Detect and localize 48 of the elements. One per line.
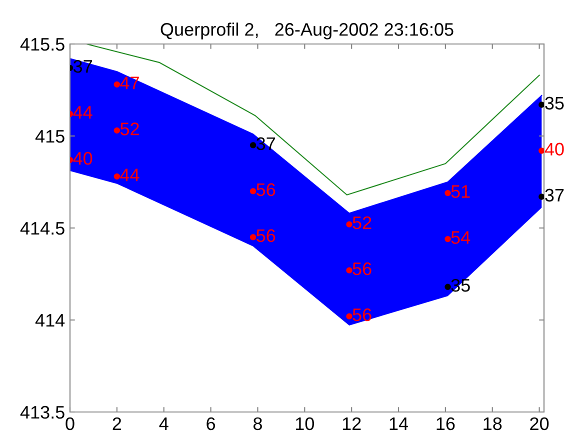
x-tick-label: 6 <box>206 417 216 430</box>
point <box>538 194 544 200</box>
annotation: 44 <box>73 106 92 119</box>
y-tick-label: 415 <box>35 130 64 143</box>
annotation: 47 <box>120 76 139 90</box>
annotation: 56 <box>256 229 276 242</box>
point <box>250 234 256 240</box>
annotation: 37 <box>545 188 564 202</box>
point <box>114 127 120 134</box>
x-tick-label: 0 <box>66 417 74 430</box>
x-tick-label: 8 <box>253 417 262 430</box>
y-tick-label: 414.5 <box>20 222 64 235</box>
point <box>346 313 352 320</box>
annotation: 44 <box>120 168 140 182</box>
y-tick-label: 414 <box>35 314 65 327</box>
chart-title: Querprofil 2, 26-Aug-2002 23:16:05 <box>160 22 454 40</box>
annotation: 37 <box>73 60 92 73</box>
point <box>444 284 451 290</box>
y-tick-label: 413.5 <box>20 406 64 419</box>
annotation: 40 <box>544 142 564 156</box>
annotation: 54 <box>451 231 470 244</box>
x-tick-label: 10 <box>296 417 314 430</box>
point <box>346 267 352 274</box>
x-tick-label: 20 <box>530 417 549 430</box>
annotation: 40 <box>73 152 92 165</box>
annotation: 56 <box>352 308 372 322</box>
point <box>250 142 256 148</box>
x-tick-label: 16 <box>436 417 455 430</box>
annotation: 51 <box>451 185 470 198</box>
point <box>250 188 256 194</box>
annotation: 52 <box>352 216 372 230</box>
annotation: 56 <box>256 183 276 196</box>
x-tick-label: 12 <box>342 417 361 430</box>
annotation: 35 <box>545 96 564 110</box>
x-tick-label: 18 <box>484 417 502 430</box>
annotation: 56 <box>352 262 372 276</box>
point <box>114 173 120 180</box>
point <box>538 102 544 108</box>
point <box>114 81 120 88</box>
x-tick-label: 14 <box>390 418 408 430</box>
y-tick-label: 415.5 <box>20 38 64 51</box>
x-tick-label: 2 <box>112 417 122 430</box>
point <box>444 236 451 242</box>
point <box>538 148 544 154</box>
annotation: 52 <box>120 122 139 136</box>
point <box>346 221 352 228</box>
x-tick-label: 4 <box>159 418 168 430</box>
point <box>444 190 451 196</box>
